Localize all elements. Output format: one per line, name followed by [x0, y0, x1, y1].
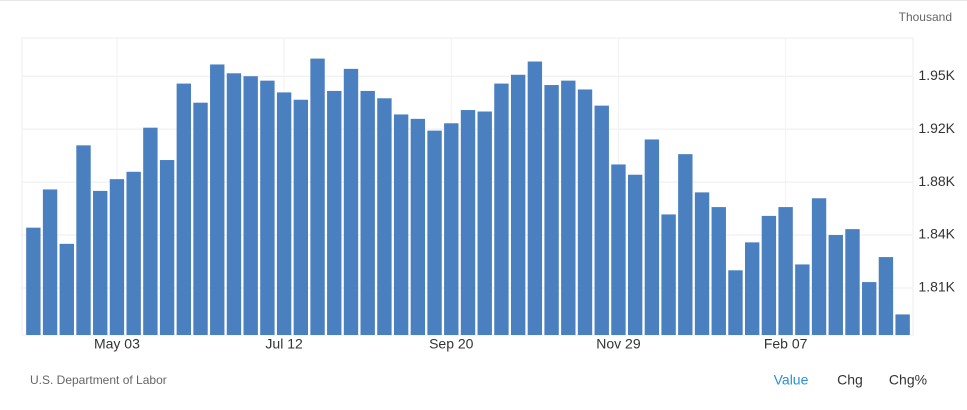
- y-tick-label: 1.88K: [918, 173, 955, 189]
- bar: [260, 80, 275, 335]
- bar: [527, 61, 543, 336]
- bar: [93, 190, 108, 335]
- bar: [310, 58, 325, 335]
- x-tick-label: Sep 20: [429, 336, 474, 352]
- bar: [627, 174, 643, 335]
- toggle-button[interactable]: Value: [774, 372, 809, 388]
- bar: [109, 179, 125, 335]
- bar: [728, 270, 743, 335]
- bar: [561, 80, 576, 335]
- bar: [862, 282, 877, 335]
- bar: [193, 102, 208, 335]
- bar: [828, 235, 843, 335]
- bar: [176, 83, 191, 335]
- y-tick-label: 1.92K: [918, 120, 955, 136]
- bar: [210, 64, 225, 336]
- bar: [761, 215, 777, 335]
- bar: [477, 111, 492, 335]
- bar: [327, 90, 342, 335]
- x-tick-label: May 03: [94, 336, 140, 352]
- bar: [845, 229, 860, 335]
- bar: [494, 83, 509, 335]
- bar: [460, 110, 476, 335]
- bar: [393, 114, 409, 335]
- bar: [243, 76, 258, 335]
- bar: [427, 130, 442, 335]
- toggle-button[interactable]: Chg: [837, 372, 863, 388]
- bar: [444, 123, 459, 336]
- bar: [410, 118, 426, 335]
- bar: [76, 145, 91, 335]
- bar: [811, 198, 827, 335]
- bar: [343, 68, 359, 336]
- bar: [644, 139, 660, 335]
- x-tick-label: Feb 07: [764, 336, 808, 352]
- source: U.S. Department of Labor: [30, 373, 167, 387]
- bar: [159, 160, 175, 335]
- bar: [611, 164, 626, 335]
- x-tick-label: Nov 29: [596, 336, 641, 352]
- y-tick-label: 1.81K: [918, 279, 955, 295]
- bar: [795, 264, 810, 335]
- bar: [577, 89, 593, 336]
- bar: [293, 99, 309, 335]
- bar: [544, 85, 559, 336]
- unit-label: Thousand: [899, 10, 952, 24]
- bar: [678, 154, 693, 335]
- bar: [143, 127, 158, 336]
- bar: [226, 73, 242, 335]
- bar: [26, 227, 41, 335]
- bar: [377, 98, 392, 335]
- bar: [711, 207, 726, 335]
- bar: [778, 207, 793, 335]
- bar: [276, 92, 292, 335]
- bar: [510, 74, 526, 336]
- toggle-button[interactable]: Chg%: [889, 372, 927, 388]
- bar: [360, 90, 375, 335]
- x-tick-label: Jul 12: [265, 336, 303, 352]
- bar: [895, 314, 910, 335]
- bar: [661, 214, 676, 335]
- bar: [745, 242, 760, 335]
- bar: [594, 105, 609, 335]
- bar: [42, 189, 58, 335]
- bar: [694, 192, 710, 335]
- bar: [126, 171, 141, 335]
- bar: [59, 243, 74, 335]
- y-tick-label: 1.95K: [918, 67, 955, 83]
- bar: [878, 257, 894, 335]
- y-tick-label: 1.84K: [918, 226, 955, 242]
